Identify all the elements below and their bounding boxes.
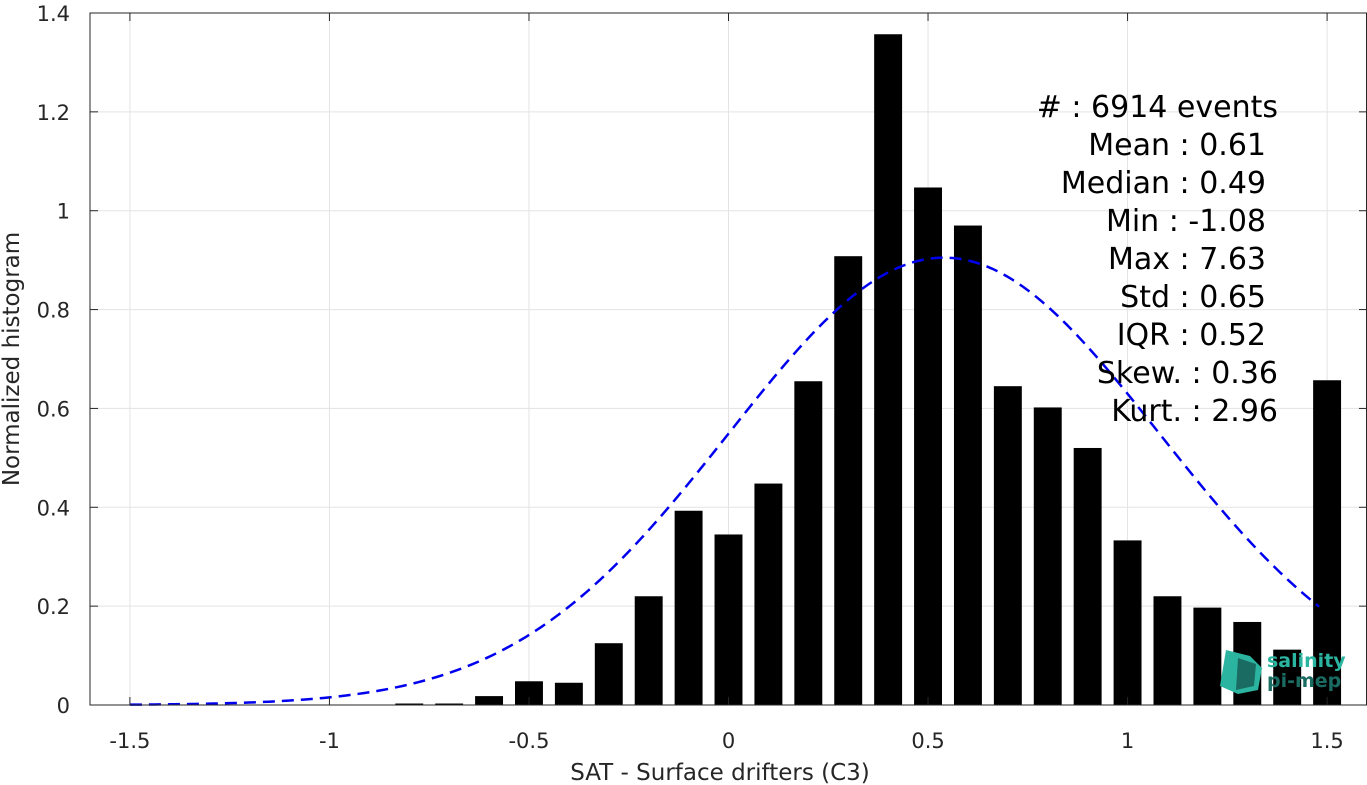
histogram-bar (1033, 407, 1062, 705)
x-tick-label: 1 (1121, 729, 1134, 753)
x-tick-label: 0.5 (911, 729, 944, 753)
stat-min: Min : -1.08 (1106, 204, 1266, 239)
stat-iqr: IQR : 0.52 (1117, 318, 1266, 353)
y-tick-label: 0.2 (37, 595, 70, 619)
stat-events: # : 6914 events (1037, 90, 1278, 125)
stat-median: Median : 0.49 (1061, 166, 1266, 201)
histogram-bar (435, 703, 464, 705)
stat-skew: Skew. : 0.36 (1097, 356, 1278, 391)
histogram-bar (395, 703, 424, 705)
histogram-bar (1193, 607, 1222, 705)
y-tick-label: 1.2 (37, 101, 70, 125)
statistics-annotation: # : 6914 events Mean : 0.61 Median : 0.4… (1037, 90, 1278, 429)
x-tick-label: 0 (722, 729, 735, 753)
y-tick-label: 0 (57, 694, 70, 718)
salinity-pi-mep-logo: salinity pi-mep (1220, 650, 1346, 694)
stat-mean: Mean : 0.61 (1088, 128, 1266, 163)
histogram-bar (1313, 380, 1342, 705)
y-tick-labels: 0 0.2 0.4 0.6 0.8 1 1.2 1.4 (37, 2, 70, 718)
histogram-bar (714, 534, 743, 705)
histogram-bar (834, 256, 863, 705)
histogram-bars (395, 34, 1342, 706)
y-tick-label: 0.4 (37, 496, 70, 520)
axis-ticks (90, 12, 1367, 706)
histogram-bar (874, 34, 903, 706)
histogram-bar (634, 596, 663, 705)
y-tick-label: 1.4 (37, 2, 70, 26)
y-tick-label: 0.8 (37, 299, 70, 323)
y-axis-label: Normalized histogram (0, 232, 25, 486)
histogram-bar (475, 696, 504, 705)
normal-fit-curve (129, 256, 1320, 706)
x-tick-label: -1 (319, 729, 340, 753)
histogram-bar (953, 225, 982, 706)
histogram-bar (794, 381, 823, 705)
histogram-bar (1153, 596, 1182, 705)
histogram-bar (594, 643, 623, 705)
histogram-bar (914, 187, 942, 706)
y-tick-label: 1 (57, 200, 70, 224)
x-tick-label: -0.5 (508, 729, 549, 753)
stat-kurt: Kurt. : 2.96 (1111, 394, 1278, 429)
histogram-bar (1113, 540, 1142, 705)
logo-text-pi-mep: pi-mep (1267, 670, 1341, 692)
y-tick-label: 0.6 (37, 397, 70, 421)
histogram-bar (554, 682, 583, 705)
logo-cube-facet-icon (1236, 658, 1256, 690)
histogram-bar (754, 483, 783, 705)
x-tick-label: -1.5 (109, 729, 150, 753)
histogram-bar (1273, 649, 1302, 705)
x-tick-label: 1.5 (1310, 729, 1343, 753)
histogram-bar (1073, 447, 1102, 705)
logo-text-salinity: salinity (1267, 650, 1346, 672)
stat-std: Std : 0.65 (1120, 280, 1266, 315)
histogram-bar (674, 510, 703, 705)
x-tick-labels: -1.5 -1 -0.5 0 0.5 1 1.5 (109, 729, 1343, 753)
histogram-bar (993, 386, 1022, 705)
histogram-bar (515, 681, 543, 705)
x-axis-label: SAT - Surface drifters (C3) (570, 760, 870, 785)
stat-max: Max : 7.63 (1108, 242, 1266, 277)
